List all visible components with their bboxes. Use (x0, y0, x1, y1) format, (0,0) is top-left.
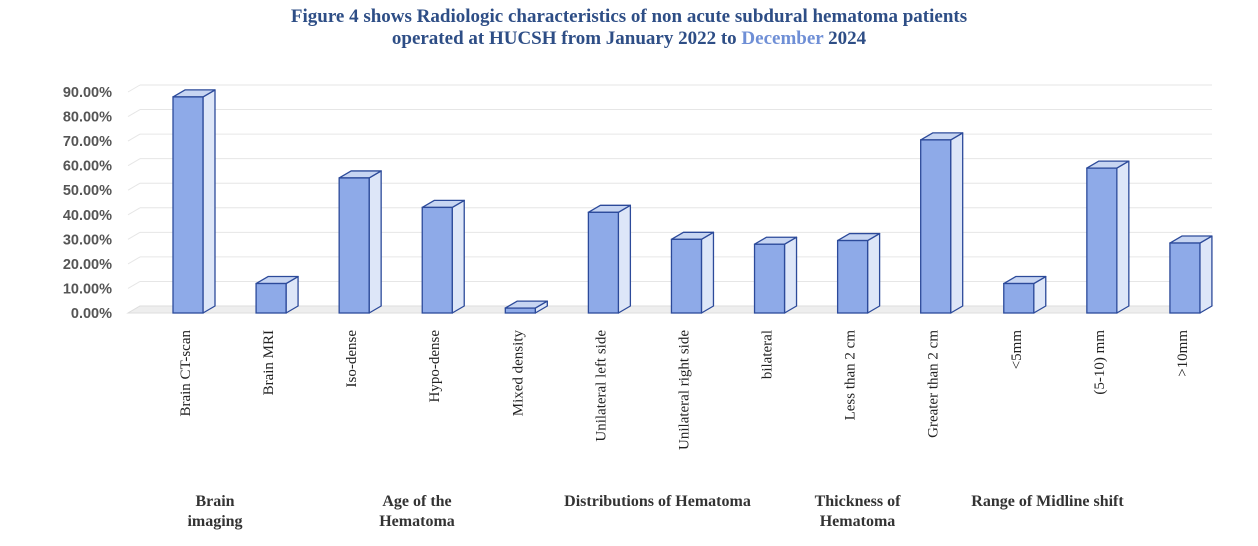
bar-side (617, 204, 632, 314)
x-tick-label: Greater than 2 cm (926, 330, 942, 438)
bar-front (836, 239, 869, 314)
group-label-midline-shift: Range of Midline shift (971, 493, 1124, 510)
x-tick-label: Mixed density (510, 330, 526, 417)
chart-title-line1: Figure 4 shows Radiologic characteristic… (290, 6, 968, 27)
x-tick-label: bilateral (760, 330, 776, 379)
y-tick-label: 50.00% (63, 183, 112, 199)
y-tick-label: 80.00% (63, 110, 112, 126)
y-tick-label: 40.00% (63, 208, 112, 224)
x-axis-tick-labels: Brain CT-scan Brain MRI Iso-dense Hypo-dens… (178, 330, 1191, 450)
x-tick-label: (5-10) mm (1092, 330, 1108, 395)
bar (587, 204, 632, 314)
y-tick-label: 20.00% (63, 257, 112, 273)
bar-front (587, 211, 620, 314)
bar-front (670, 238, 703, 314)
x-tick-label: Brain CT-scan (178, 330, 194, 417)
bar (1003, 275, 1047, 314)
bar (920, 132, 964, 314)
x-tick-label: Unilateral right side (676, 330, 692, 450)
gridline-side (127, 133, 141, 142)
bar-side (202, 89, 216, 314)
x-tick-label: <5mm (1009, 330, 1025, 370)
gridline-side (127, 231, 141, 240)
bar (753, 236, 798, 314)
chart-title-line2: operated at HUCSH from January 2022 to D… (0, 28, 1258, 50)
y-tick-label: 60.00% (63, 159, 112, 175)
gridline-side (127, 84, 141, 93)
bar (338, 170, 382, 314)
y-tick-label: 90.00% (63, 85, 112, 101)
y-tick-label: 10.00% (63, 281, 112, 297)
bar (670, 231, 715, 314)
x-tick-label: Unilateral left side (593, 330, 609, 442)
bar-front (1169, 242, 1201, 314)
chart-title: Figure 4 shows Radiologic characteristic… (0, 6, 1258, 50)
bar-front (753, 243, 786, 314)
chart-title-highlight: December (741, 28, 824, 49)
group-label-distributions: Distributions of Hematoma (564, 493, 751, 510)
bar-front (920, 139, 952, 314)
bar (504, 300, 548, 314)
bar-side (950, 132, 964, 314)
bar-front (421, 206, 453, 314)
y-tick-label: 70.00% (63, 134, 112, 150)
group-label-thickness: Thickness of Hematoma (814, 493, 901, 530)
gridline-side (127, 182, 141, 191)
bar-front (255, 282, 287, 314)
bar-side (1199, 235, 1213, 314)
bar-side (866, 232, 881, 314)
x-tick-label: Hypo-dense (427, 330, 443, 403)
bar (1169, 235, 1213, 314)
gridline-side (127, 158, 141, 167)
bar-side (700, 231, 715, 314)
bar (836, 232, 881, 314)
group-label-brain-imaging: Brain imaging (187, 493, 243, 530)
chart-title-line2-main: operated at HUCSH from January 2022 to (391, 28, 742, 49)
bar-side (368, 170, 382, 314)
bar (1086, 160, 1130, 314)
bar (172, 89, 216, 314)
gridline-side (127, 207, 141, 216)
bar-front (1086, 167, 1118, 314)
x-tick-label: >10mm (1175, 330, 1191, 377)
bar-front (338, 177, 370, 314)
y-tick-label: 0.00% (71, 306, 112, 322)
bar-front (172, 96, 204, 314)
bar-front (1003, 282, 1035, 314)
bar-side (451, 199, 465, 314)
y-tick-label: 30.00% (63, 232, 112, 248)
chart-title-year: 2024 (823, 28, 867, 49)
gridline-side (127, 281, 141, 289)
gridline-side (127, 256, 141, 265)
bar (255, 275, 299, 314)
bar-front (504, 307, 536, 314)
bar-side (783, 236, 798, 314)
x-tick-label: Brain MRI (261, 330, 277, 395)
gridline-side (127, 109, 141, 117)
bar (421, 199, 465, 314)
bars (172, 89, 1213, 314)
x-tick-label: Less than 2 cm (843, 330, 859, 421)
group-label-age-of-hematoma: Age of the Hematoma (379, 493, 455, 530)
y-axis-tick-labels: 0.00% 10.00% 20.00% 30.00% 40.00% 50.00% 60.00… (63, 85, 112, 322)
bar-side (1116, 160, 1130, 314)
x-tick-label: Iso-dense (344, 330, 360, 388)
